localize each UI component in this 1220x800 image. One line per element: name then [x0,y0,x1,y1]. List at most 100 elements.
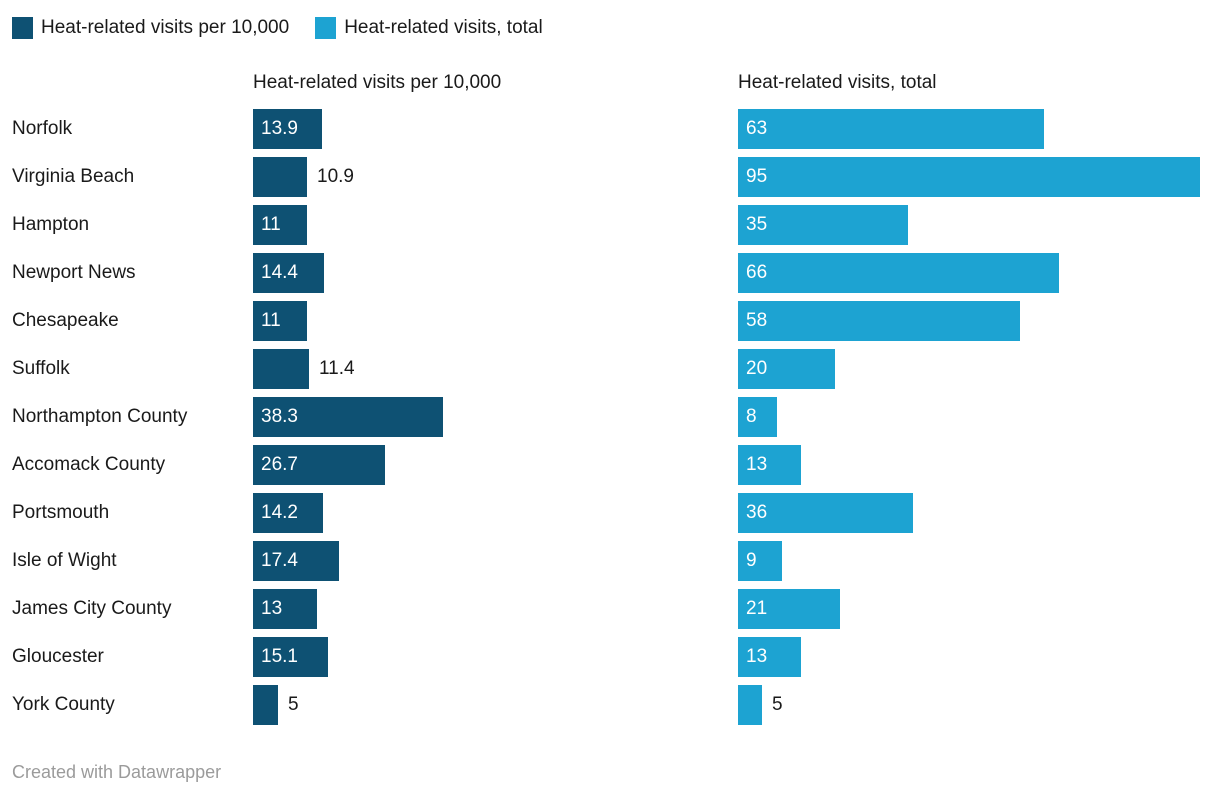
total-bar: 63 [738,109,1044,149]
bar-cell-per10k: 17.4 [253,537,738,585]
legend-label: Heat-related visits per 10,000 [41,17,290,38]
table-row: James City County 13 21 [12,585,1220,633]
bar-cell-per10k: 5 [253,681,738,729]
bar-value: 11 [261,310,281,331]
bar-value: 5 [772,694,783,715]
total-bar: 58 [738,301,1020,341]
table-row: Portsmouth 14.2 36 [12,489,1220,537]
bar-cell-per10k: 26.7 [253,441,738,489]
legend-label: Heat-related visits, total [344,17,543,38]
total-bar: 9 [738,541,782,581]
bar-value: 14.2 [261,502,298,523]
bar-cell-per10k: 14.4 [253,249,738,297]
per10k-bar: 11 [253,301,307,341]
total-bar [738,685,762,725]
table-row: Norfolk 13.9 63 [12,105,1220,153]
bar-cell-per10k: 13 [253,585,738,633]
bar-value: 95 [746,166,768,187]
per10k-bar: 13.9 [253,109,322,149]
total-bar: 21 [738,589,840,629]
bar-value: 63 [746,118,768,139]
bar-value: 38.3 [261,406,298,427]
total-bar: 36 [738,493,913,533]
table-row: Chesapeake 11 58 [12,297,1220,345]
row-label: Gloucester [12,646,104,667]
row-label: Portsmouth [12,502,110,523]
bar-cell-per10k: 38.3 [253,393,738,441]
legend-item-total: Heat-related visits, total [315,17,543,39]
per10k-bar [253,685,278,725]
per10k-bar: 17.4 [253,541,339,581]
bar-value: 21 [746,598,768,619]
bar-cell-per10k: 11 [253,297,738,345]
row-label: Suffolk [12,358,70,379]
chart-root: Heat-related visits per 10,000 Heat-rela… [12,0,1220,783]
bar-value: 17.4 [261,550,298,571]
table-row: York County 5 5 [12,681,1220,729]
datawrapper-credit-link[interactable]: Created with Datawrapper [12,762,222,782]
bar-cell-total: 63 [738,105,1208,153]
total-bar: 35 [738,205,908,245]
bar-value: 8 [746,406,757,427]
bar-value: 35 [746,214,768,235]
table-row: Isle of Wight 17.4 9 [12,537,1220,585]
total-bar: 20 [738,349,835,389]
bar-value: 14.4 [261,262,298,283]
per10k-bar: 15.1 [253,637,328,677]
bar-cell-total: 13 [738,633,1208,681]
per10k-bar: 14.2 [253,493,323,533]
bar-value: 9 [746,550,757,571]
total-bar: 95 [738,157,1200,197]
bar-value: 13 [746,646,768,667]
row-label: Newport News [12,262,136,283]
bar-value: 26.7 [261,454,298,475]
total-bar: 8 [738,397,777,437]
bar-value: 13.9 [261,118,298,139]
chart-rows: Norfolk 13.9 63 Virginia Beach 10.9 95 Hampton… [12,105,1220,729]
column-header-total: Heat-related visits, total [738,72,937,93]
table-row: Suffolk 11.4 20 [12,345,1220,393]
bar-value: 11.4 [319,358,355,379]
row-label: Virginia Beach [12,166,135,187]
bar-value: 13 [746,454,768,475]
table-row: Virginia Beach 10.9 95 [12,153,1220,201]
bar-cell-total: 21 [738,585,1208,633]
row-label: Accomack County [12,454,166,475]
bar-cell-per10k: 11.4 [253,345,738,393]
bar-value: 11 [261,214,281,235]
per10k-bar: 13 [253,589,317,629]
bar-value: 15.1 [261,646,298,667]
row-label: Hampton [12,214,90,235]
bar-cell-per10k: 14.2 [253,489,738,537]
footer: Created with Datawrapper [12,762,1220,783]
legend: Heat-related visits per 10,000 Heat-rela… [12,0,1220,42]
row-label: Norfolk [12,118,73,139]
row-label: Northampton County [12,406,188,427]
column-header-per10k: Heat-related visits per 10,000 [253,72,502,93]
per10k-bar [253,157,307,197]
bar-cell-total: 9 [738,537,1208,585]
bar-cell-per10k: 10.9 [253,153,738,201]
bar-value: 20 [746,358,768,379]
bar-cell-per10k: 15.1 [253,633,738,681]
bar-cell-total: 58 [738,297,1208,345]
row-label: York County [12,694,115,715]
per10k-bar [253,349,309,389]
total-bar: 13 [738,445,801,485]
bar-cell-total: 20 [738,345,1208,393]
bar-value: 58 [746,310,768,331]
table-row: Hampton 11 35 [12,201,1220,249]
column-headers: Heat-related visits per 10,000 Heat-rela… [12,42,1220,105]
per10k-bar: 11 [253,205,307,245]
bar-value: 10.9 [317,166,354,187]
bar-value: 66 [746,262,768,283]
bar-cell-per10k: 13.9 [253,105,738,153]
per10k-bar: 38.3 [253,397,443,437]
bar-cell-total: 13 [738,441,1208,489]
bar-value: 36 [746,502,768,523]
bar-cell-total: 8 [738,393,1208,441]
bar-value: 5 [288,694,299,715]
table-row: Newport News 14.4 66 [12,249,1220,297]
bar-value: 13 [261,598,283,619]
row-label: Isle of Wight [12,550,117,571]
